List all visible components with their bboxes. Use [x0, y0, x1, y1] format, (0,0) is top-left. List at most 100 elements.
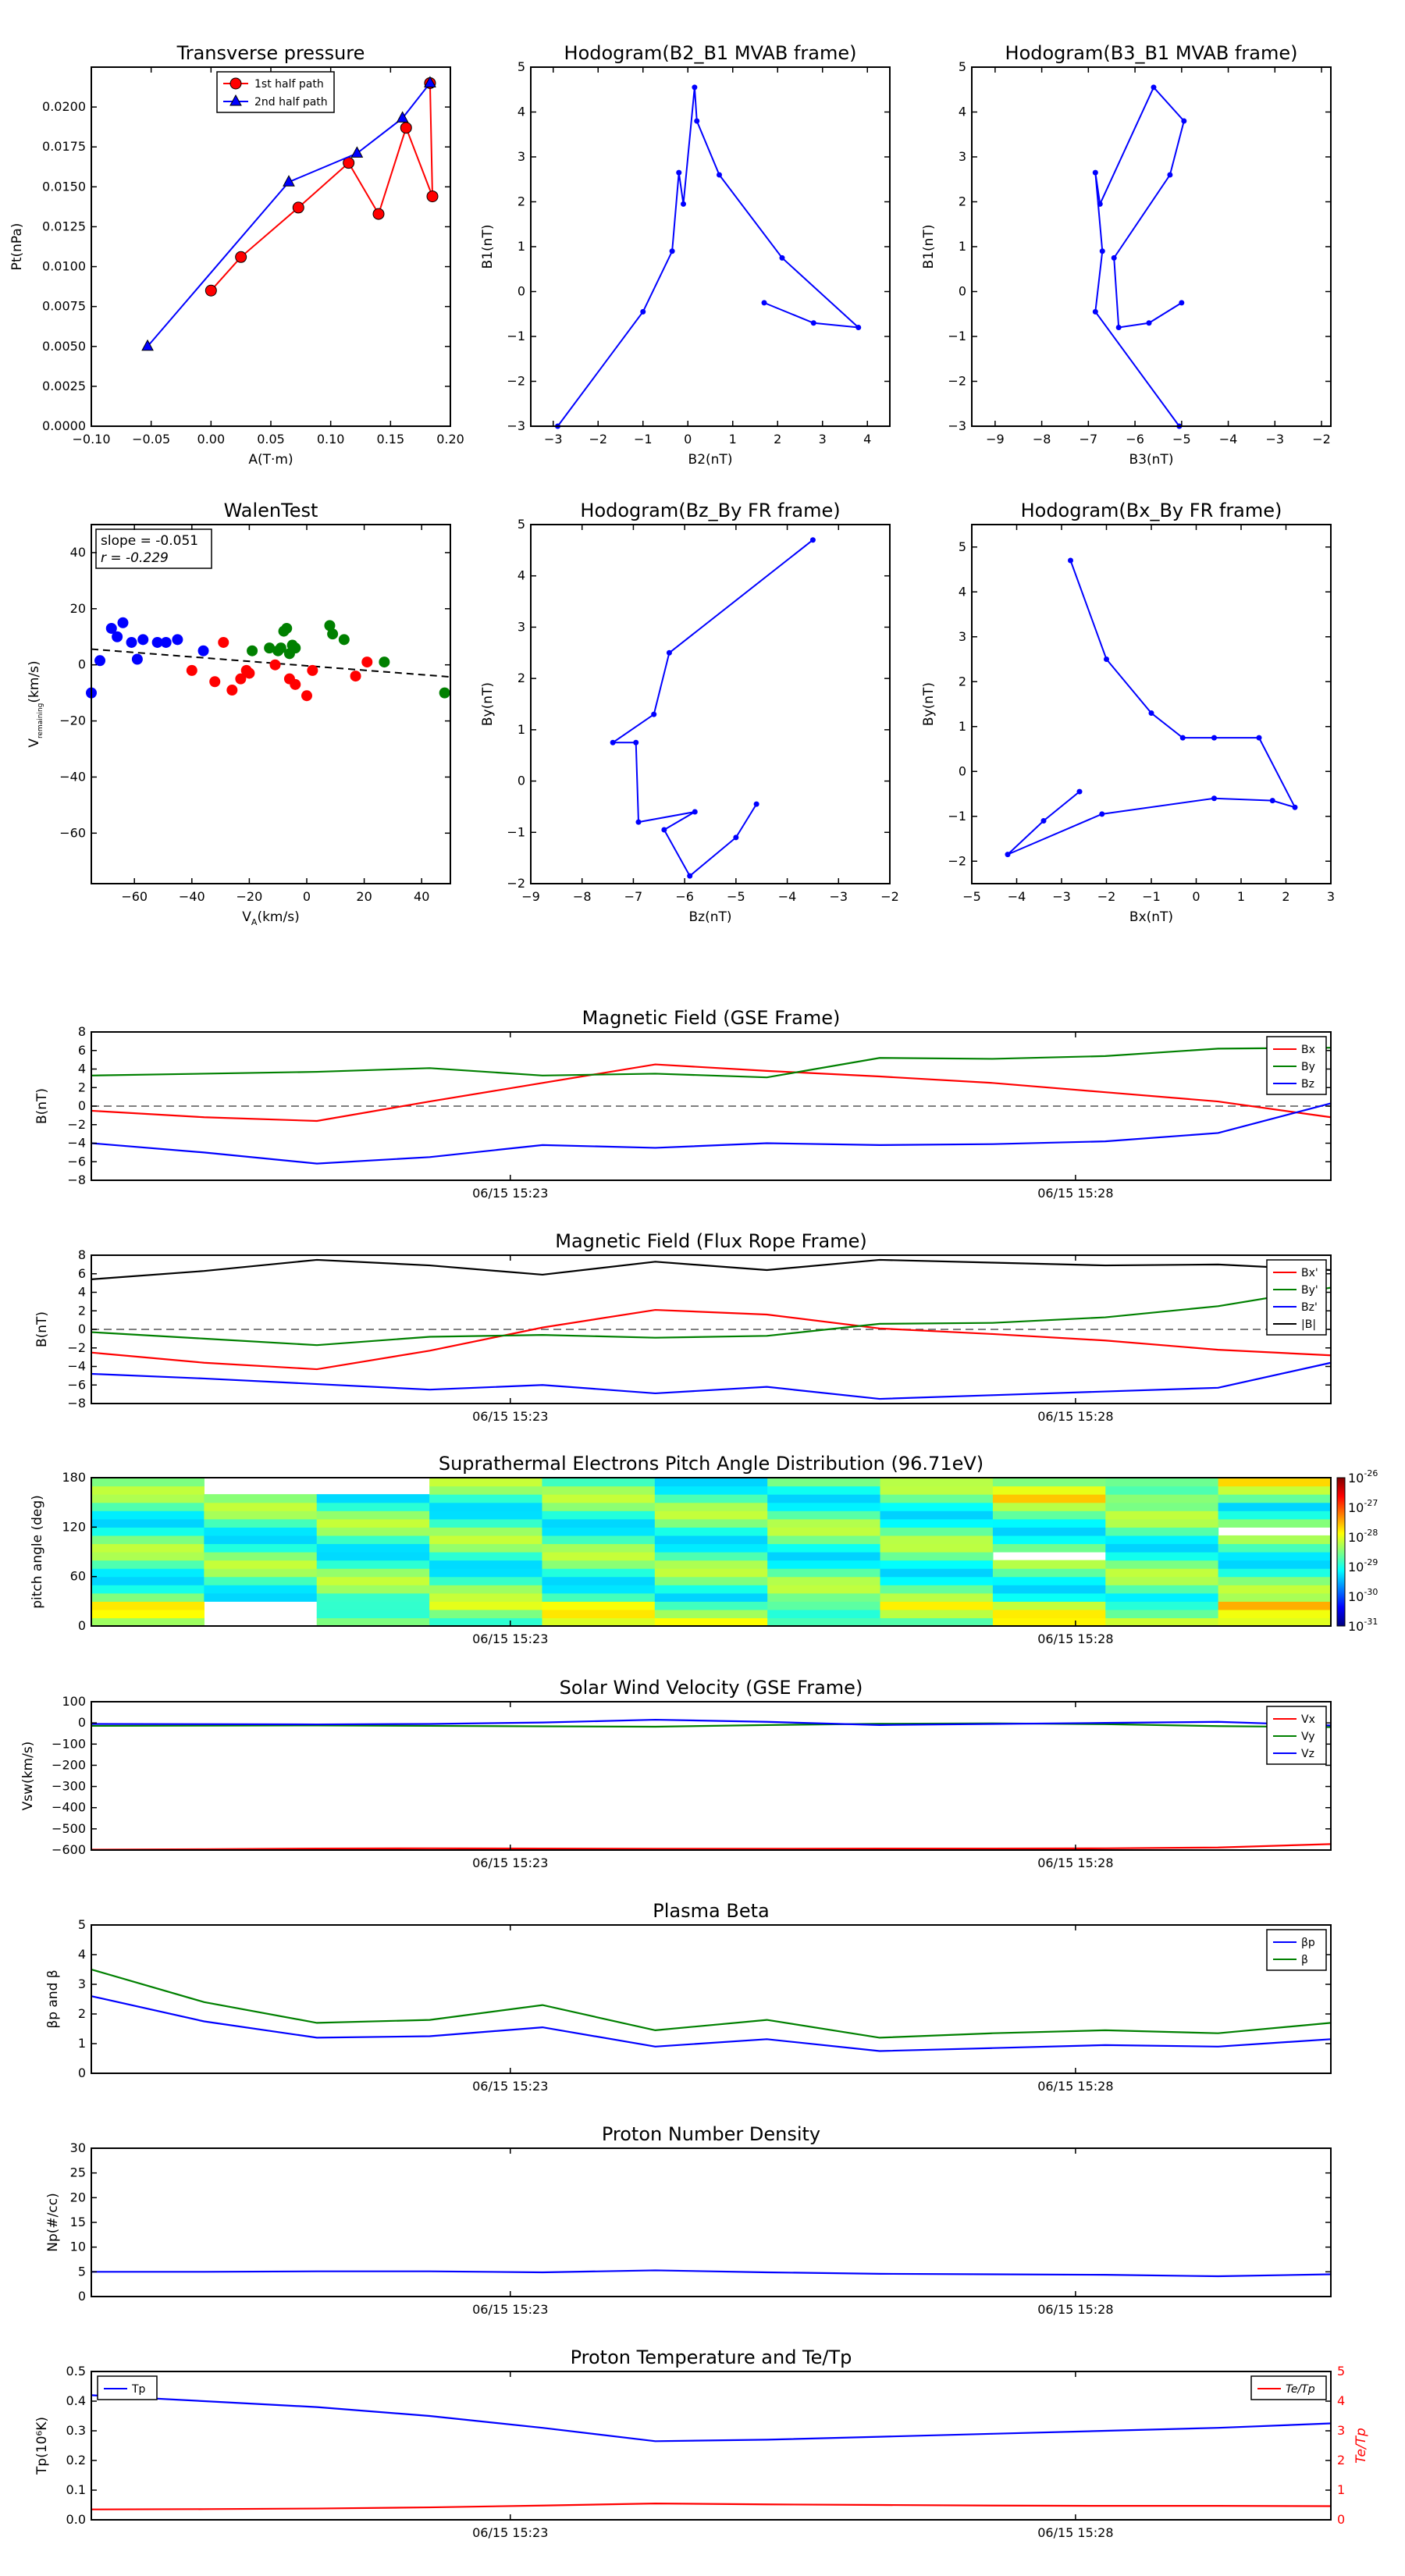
y-tick-label: 120: [62, 1519, 86, 1534]
heatmap-cell: [91, 1576, 205, 1585]
data-point: [301, 690, 312, 702]
data-point: [694, 118, 700, 124]
heatmap-cell: [1218, 1601, 1332, 1610]
x-tick-label: 3: [819, 432, 827, 447]
heatmap-cell: [316, 1494, 430, 1503]
y-tick-label: 40: [70, 545, 86, 560]
heatmap-cell: [767, 1560, 881, 1569]
y-tick-label: −3: [948, 418, 966, 433]
x-tick-label: −4: [1008, 889, 1026, 904]
colorbar-label: 10-29: [1348, 1557, 1378, 1574]
data-point: [809, 537, 816, 543]
y-axis-label: B1(nT): [921, 225, 937, 269]
y-tick-label-right: 2: [1337, 2453, 1345, 2467]
series-line: [91, 1286, 1332, 1347]
y-tick-label: −200: [52, 1757, 86, 1772]
chart-title: Hodogram(Bz_By FR frame): [580, 500, 840, 521]
data-point: [1167, 172, 1173, 178]
x-tick-label: −3: [544, 432, 563, 447]
heatmap-cell: [880, 1527, 994, 1536]
x-tick-label: −7: [1080, 432, 1098, 447]
heatmap-cell: [429, 1576, 543, 1585]
y-axis-label: Pt(nPa): [9, 223, 25, 271]
heatmap-cell: [1105, 1560, 1219, 1569]
heatmap-cell: [204, 1518, 318, 1528]
heatmap-cell: [880, 1518, 994, 1528]
heatmap-cell: [767, 1601, 881, 1610]
y-tick-label: −300: [52, 1779, 86, 1794]
y-tick-label: 0.0125: [42, 219, 86, 233]
heatmap-cell: [880, 1601, 994, 1610]
data-point: [1005, 852, 1011, 858]
data-point: [640, 308, 646, 315]
y-tick-label-right: 5: [1337, 2364, 1345, 2379]
heatmap-cell: [654, 1527, 768, 1536]
data-point: [610, 739, 616, 745]
heatmap-cell: [1218, 1560, 1332, 1569]
legend-label: Bx: [1301, 1044, 1315, 1056]
y-tick-label: 4: [78, 1062, 86, 1076]
y-tick-label: −2: [507, 876, 525, 891]
y-tick-label: −1: [948, 809, 966, 824]
data-point: [1256, 735, 1262, 741]
y-tick-label: 6: [78, 1043, 86, 1058]
heatmap-cell: [654, 1510, 768, 1520]
heatmap-cell: [654, 1535, 768, 1545]
heatmap-cell: [1218, 1510, 1332, 1520]
heatmap-cell: [992, 1518, 1106, 1528]
heatmap-cell: [204, 1543, 318, 1553]
y-tick-label: −4: [67, 1359, 86, 1374]
data-point: [117, 617, 129, 628]
data-point: [1097, 201, 1103, 207]
heatmap-cell: [1218, 1494, 1332, 1503]
x-axis-label: VA(km/s): [242, 909, 299, 927]
x-tick-label: 06/15 15:23: [472, 1409, 548, 1424]
x-tick-label: 0: [684, 432, 692, 447]
y-tick-label: 0.0: [66, 2512, 86, 2527]
x-tick-label: −4: [1219, 432, 1238, 447]
data-point: [1181, 118, 1187, 124]
data-point: [855, 325, 862, 330]
x-tick-label: 0.10: [317, 432, 345, 447]
heatmap-cell: [767, 1617, 881, 1627]
heatmap-cell: [542, 1585, 656, 1594]
heatmap-cell: [91, 1617, 205, 1627]
y-tick-label: −6: [67, 1377, 86, 1392]
y-tick-label: 8: [78, 1247, 86, 1262]
x-tick-label: −20: [237, 889, 263, 904]
y-tick-label: 60: [70, 1569, 86, 1584]
data-point: [717, 172, 722, 178]
data-point: [661, 827, 667, 833]
heatmap-cell: [992, 1560, 1106, 1569]
y-tick-label: 4: [78, 1947, 86, 1962]
data-point: [264, 642, 276, 654]
heatmap-cell: [992, 1527, 1106, 1536]
heatmap-cell: [91, 1560, 205, 1569]
y-tick-label: 0.0150: [42, 179, 86, 194]
heatmap-cell: [1105, 1601, 1219, 1610]
data-point: [338, 634, 350, 646]
data-point: [681, 201, 686, 207]
y-tick-label-right: 1: [1337, 2482, 1345, 2497]
x-tick-label: 06/15 15:28: [1037, 1409, 1113, 1424]
axes-frame: [91, 66, 451, 427]
heatmap-cell: [1218, 1585, 1332, 1594]
heatmap-cell: [1105, 1609, 1219, 1619]
heatmap-cell: [992, 1617, 1106, 1627]
heatmap-cell: [1105, 1478, 1219, 1487]
heatmap-cell: [429, 1478, 543, 1487]
heatmap-cell: [542, 1592, 656, 1602]
y-tick-label: 0: [78, 657, 86, 672]
series-line: [91, 2394, 1332, 2443]
data-point: [692, 84, 698, 91]
y-tick-label: 0: [78, 2065, 86, 2080]
y-tick-label: 20: [70, 2190, 86, 2204]
x-tick-label: 06/15 15:23: [472, 2302, 548, 2317]
heatmap-cell: [1218, 1502, 1332, 1511]
y-tick-label: 4: [959, 105, 966, 119]
data-point: [197, 645, 209, 656]
heatmap-cell: [91, 1494, 205, 1503]
data-point: [209, 676, 221, 688]
x-axis-label: A(T·m): [248, 452, 293, 468]
